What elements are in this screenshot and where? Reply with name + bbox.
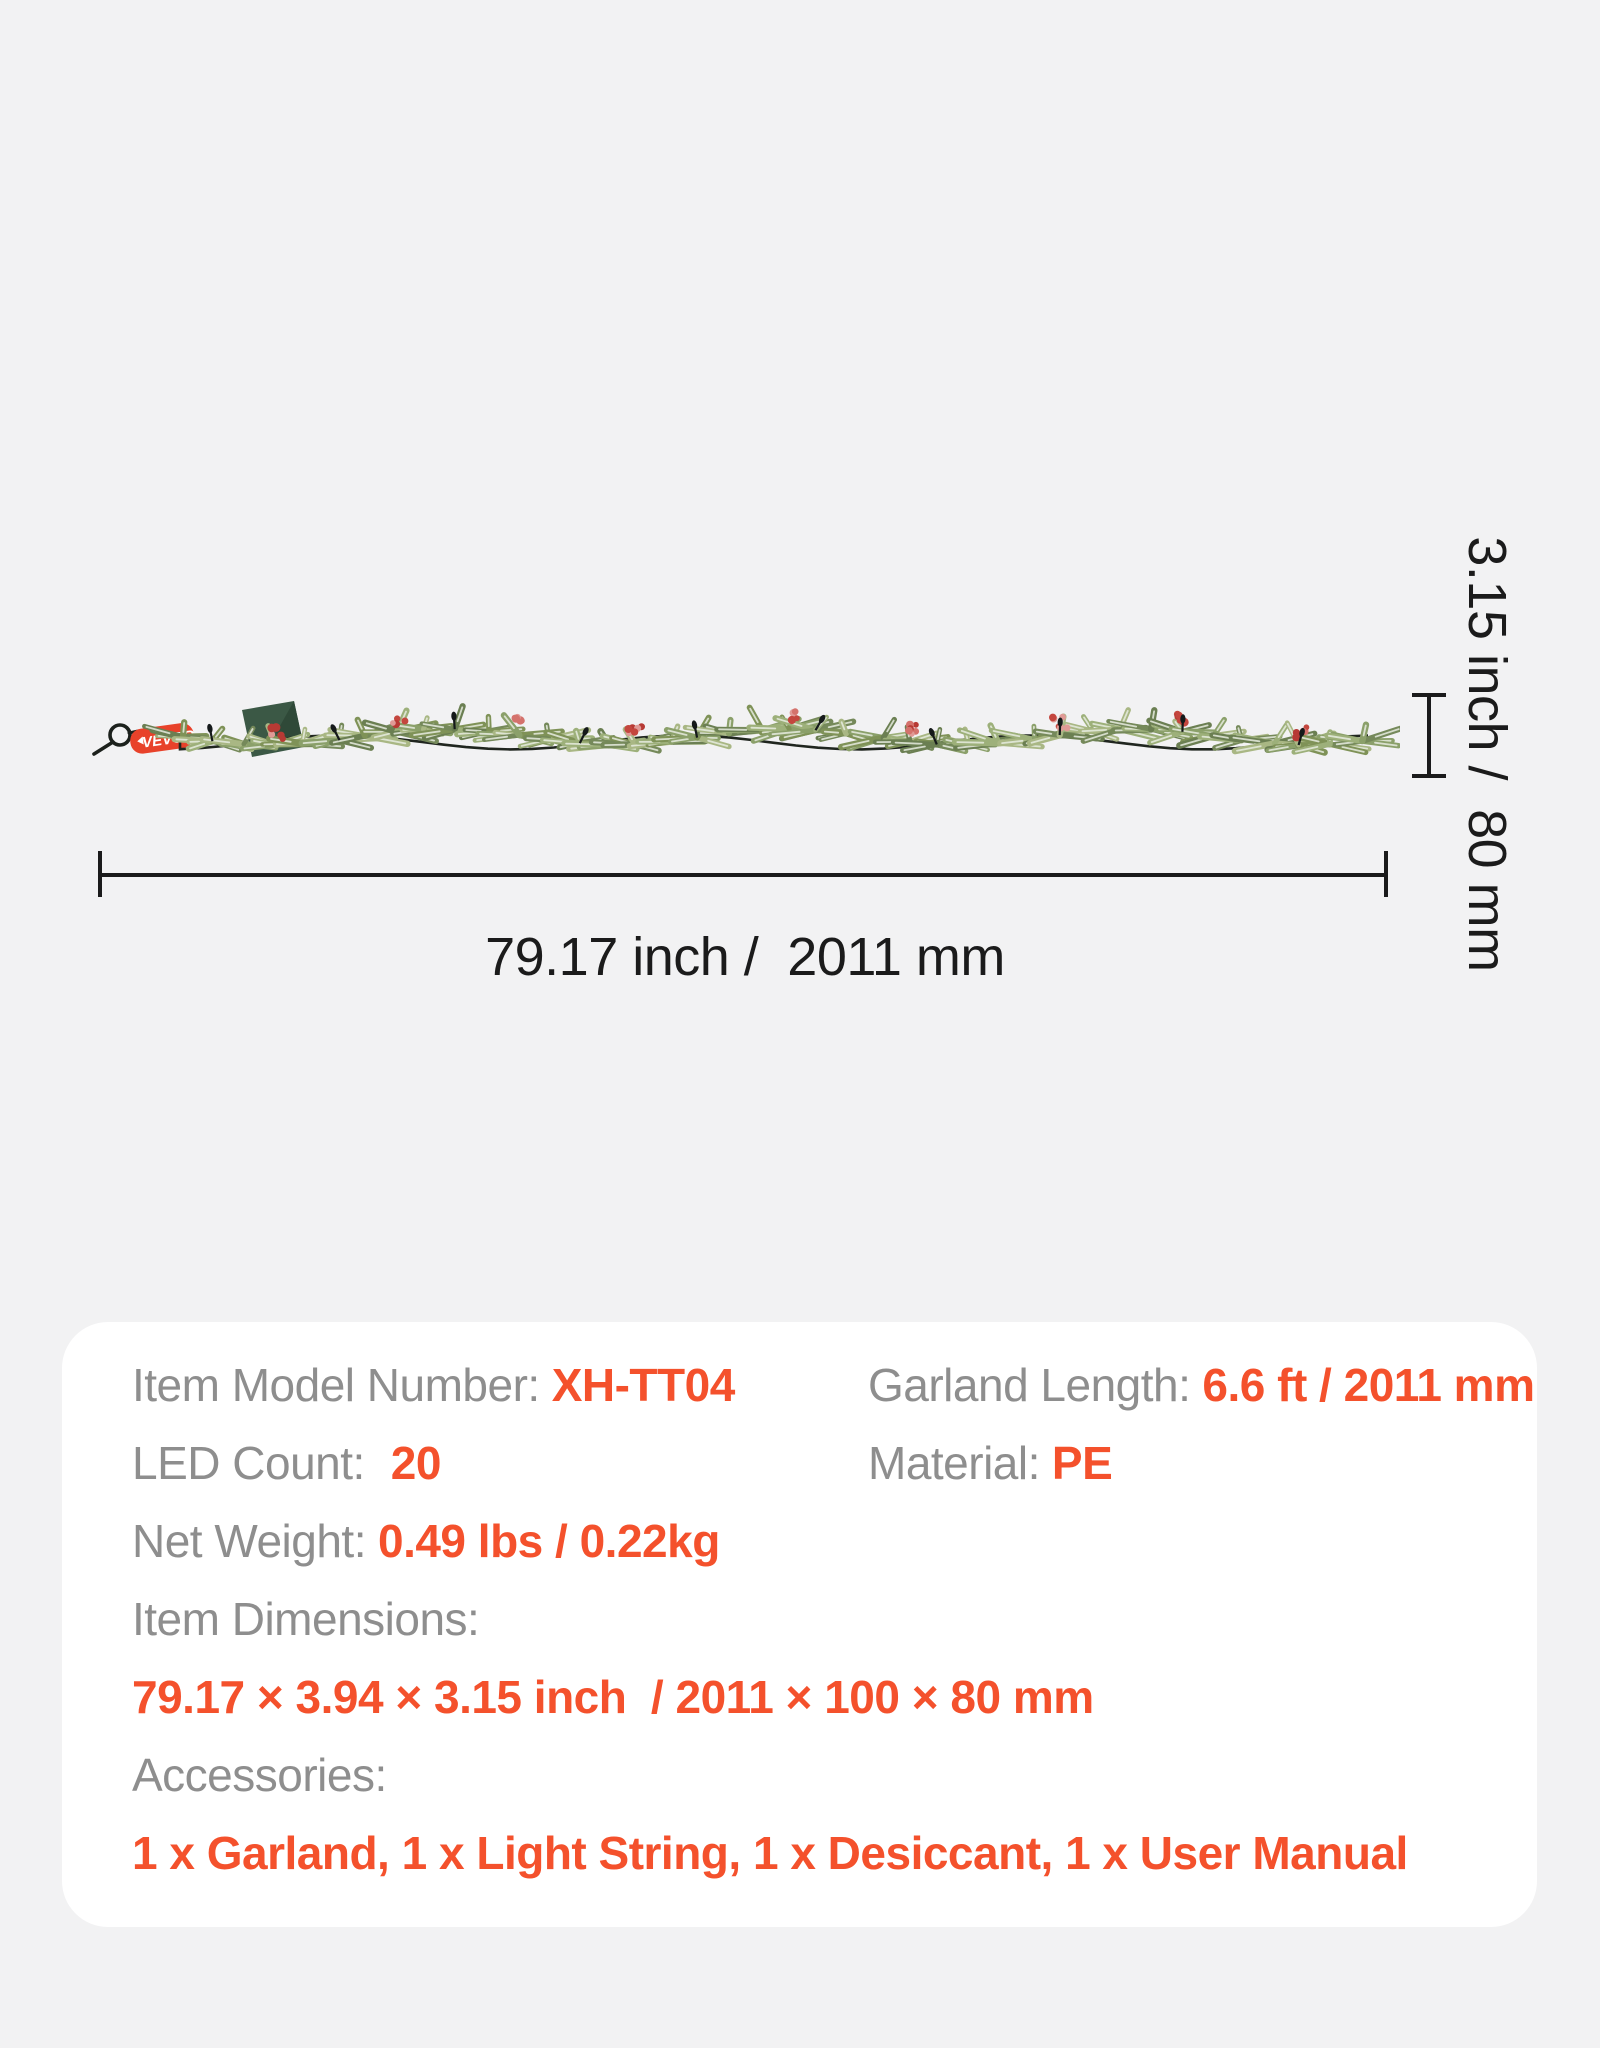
garland-svg: VEVOR	[80, 675, 1400, 795]
height-dimension-stem	[1427, 693, 1431, 778]
accessories-value: 1 x Garland, 1 x Light String, 1 x Desic…	[132, 1827, 1408, 1879]
spec-accessories-value-cell: 1 x Garland, 1 x Light String, 1 x Desic…	[132, 1814, 1408, 1892]
material-label: Material:	[868, 1437, 1040, 1489]
length-dimension-tick-left	[98, 851, 102, 897]
led-count-label: LED Count:	[132, 1437, 365, 1489]
spec-row-net-weight: Net Weight:0.49 lbs / 0.22kg	[62, 1502, 1537, 1580]
item-model-value: XH-TT04	[552, 1359, 735, 1411]
spec-row-led-material: LED Count: 20 Material:PE	[62, 1424, 1537, 1502]
spec-row-model-length: Item Model Number:XH-TT04 Garland Length…	[62, 1346, 1537, 1424]
material-value: PE	[1052, 1437, 1112, 1489]
net-weight-label: Net Weight:	[132, 1515, 366, 1567]
spec-accessories: Accessories:	[132, 1736, 387, 1814]
spec-row-accessories-value: 1 x Garland, 1 x Light String, 1 x Desic…	[62, 1814, 1537, 1892]
spec-row-accessories-label: Accessories:	[62, 1736, 1537, 1814]
spec-material: Material:PE	[868, 1424, 1112, 1502]
item-dimensions-label: Item Dimensions:	[132, 1593, 479, 1645]
height-dimension-label: 3.15 inch / 80 mm	[1455, 454, 1519, 1054]
spec-item-dimensions: Item Dimensions:	[132, 1580, 479, 1658]
accessories-label: Accessories:	[132, 1749, 387, 1801]
length-dimension-line	[100, 873, 1386, 877]
item-dimensions-value: 79.17 × 3.94 × 3.15 inch / 2011 × 100 × …	[132, 1671, 1094, 1723]
spec-net-weight: Net Weight:0.49 lbs / 0.22kg	[132, 1502, 720, 1580]
garland-length-label: Garland Length:	[868, 1359, 1190, 1411]
item-model-label: Item Model Number:	[132, 1359, 540, 1411]
product-dimension-page: VEVOR 79.17 inch / 2011 mm 3.15 inch / 8…	[0, 0, 1600, 2000]
net-weight-value: 0.49 lbs / 0.22kg	[378, 1515, 720, 1567]
garland-length-value: 6.6 ft / 2011 mm	[1202, 1359, 1534, 1411]
garland-illustration: VEVOR	[80, 675, 1400, 795]
led-count-value: 20	[391, 1437, 441, 1489]
spec-item-model: Item Model Number:XH-TT04	[132, 1346, 735, 1424]
length-dimension-label: 79.17 inch / 2011 mm	[345, 922, 1145, 992]
spec-item-dimensions-value-cell: 79.17 × 3.94 × 3.15 inch / 2011 × 100 × …	[132, 1658, 1094, 1736]
length-dimension-tick-right	[1384, 851, 1388, 897]
spec-row-item-dimensions-value: 79.17 × 3.94 × 3.15 inch / 2011 × 100 × …	[62, 1658, 1537, 1736]
spec-row-item-dimensions-label: Item Dimensions:	[62, 1580, 1537, 1658]
spec-garland-length: Garland Length:6.6 ft / 2011 mm	[868, 1346, 1535, 1424]
spec-led-count: LED Count: 20	[132, 1424, 441, 1502]
spec-card: Item Model Number:XH-TT04 Garland Length…	[62, 1322, 1537, 1927]
